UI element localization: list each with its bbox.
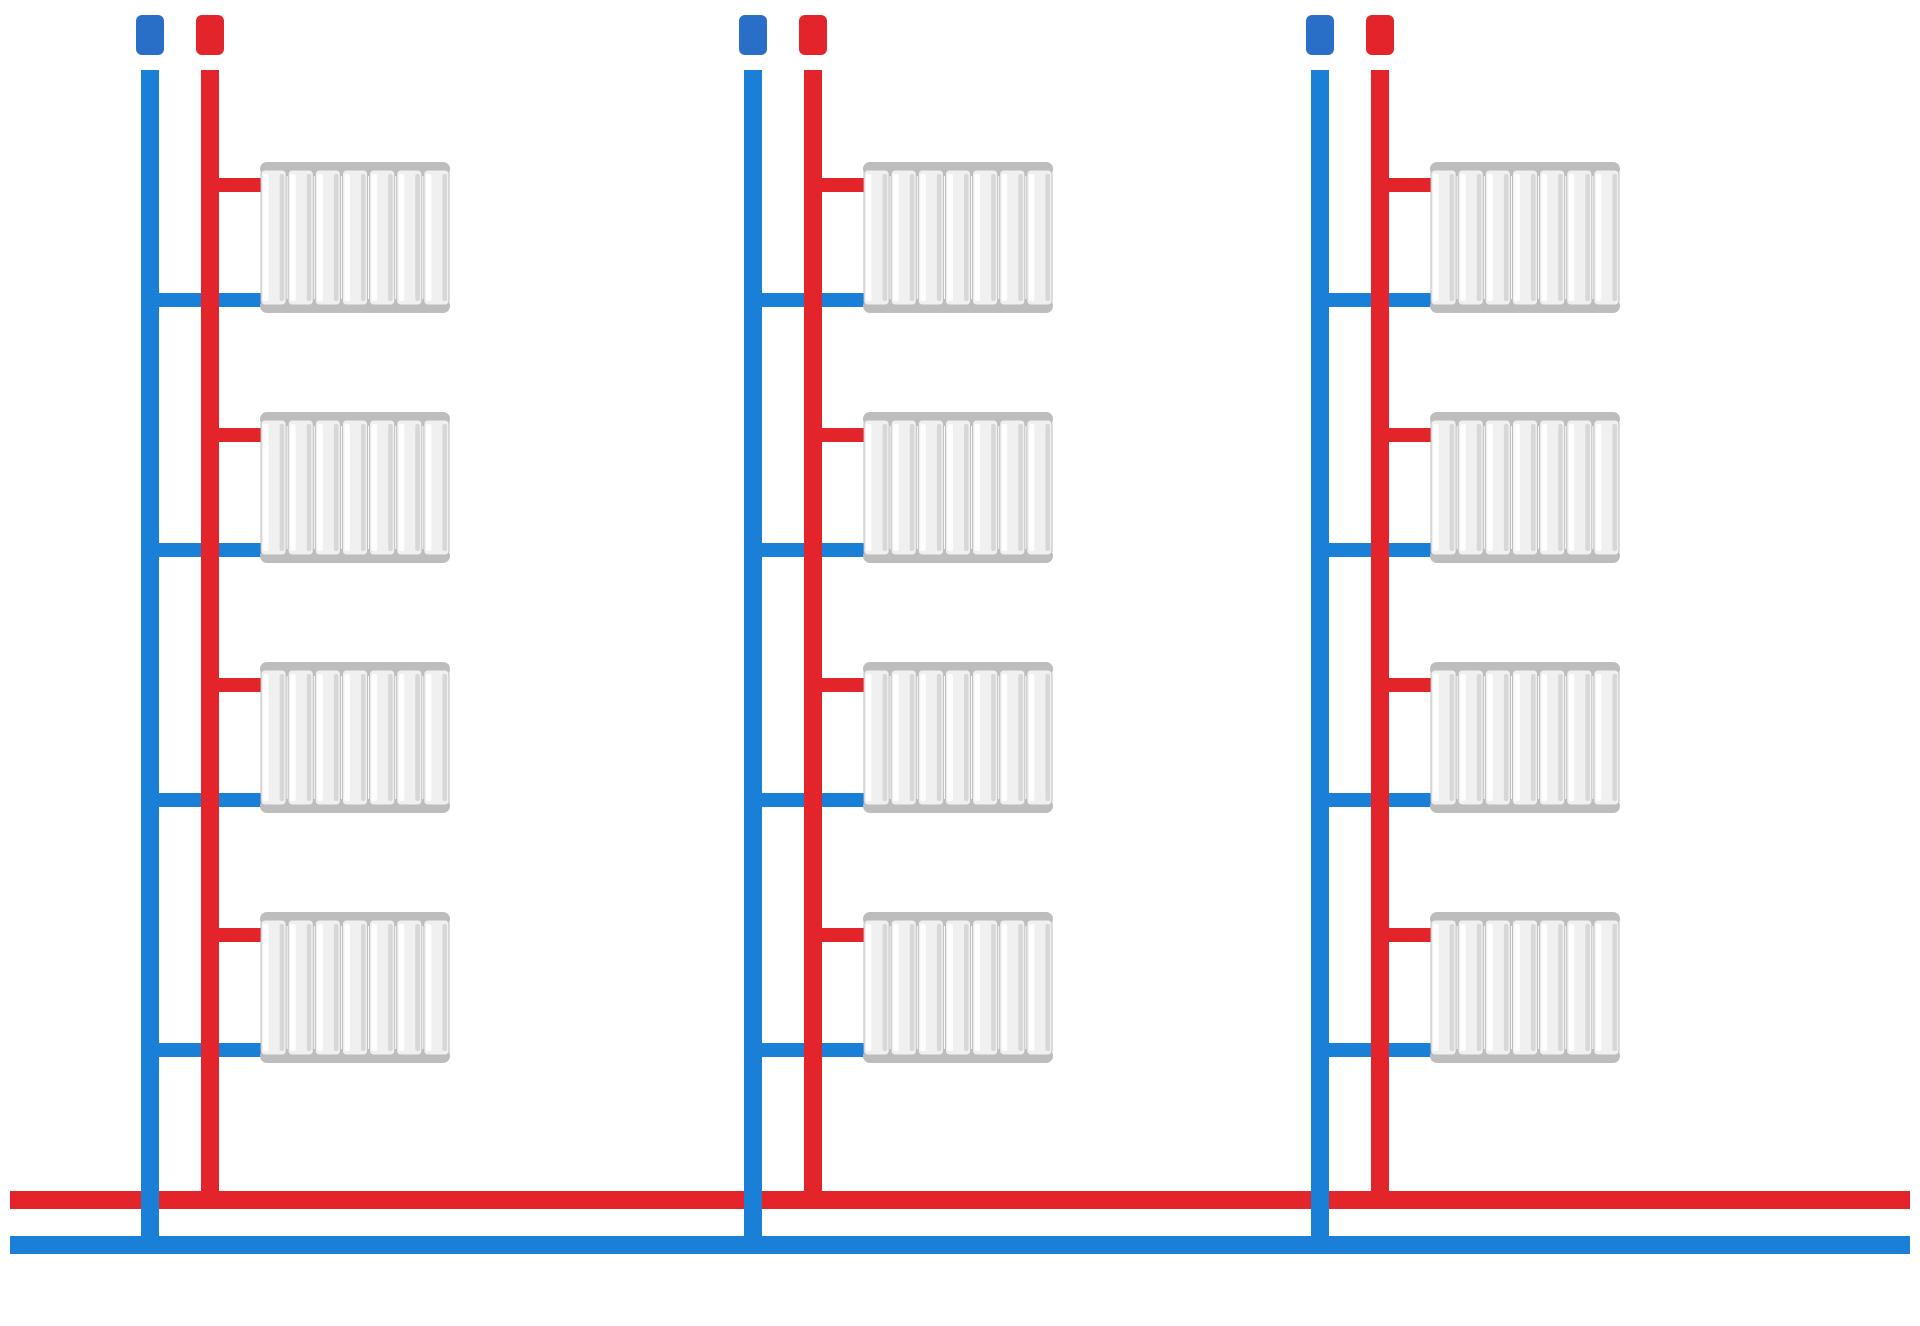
air-vent-supply-1 [799, 15, 827, 55]
air-vent-return-1 [739, 15, 767, 55]
radiator [1430, 912, 1620, 1063]
radiator [1430, 412, 1620, 563]
radiator [260, 162, 450, 313]
air-vent-supply-0 [196, 15, 224, 55]
radiator [260, 912, 450, 1063]
radiator [1430, 662, 1620, 813]
radiator [1430, 162, 1620, 313]
radiator [260, 412, 450, 563]
air-vent-return-2 [1306, 15, 1334, 55]
radiator [260, 662, 450, 813]
heating-riser-diagram [0, 0, 1920, 1326]
air-vent-supply-2 [1366, 15, 1394, 55]
radiator [863, 912, 1053, 1063]
radiator [863, 162, 1053, 313]
radiator [863, 662, 1053, 813]
air-vent-return-0 [136, 15, 164, 55]
radiator [863, 412, 1053, 563]
